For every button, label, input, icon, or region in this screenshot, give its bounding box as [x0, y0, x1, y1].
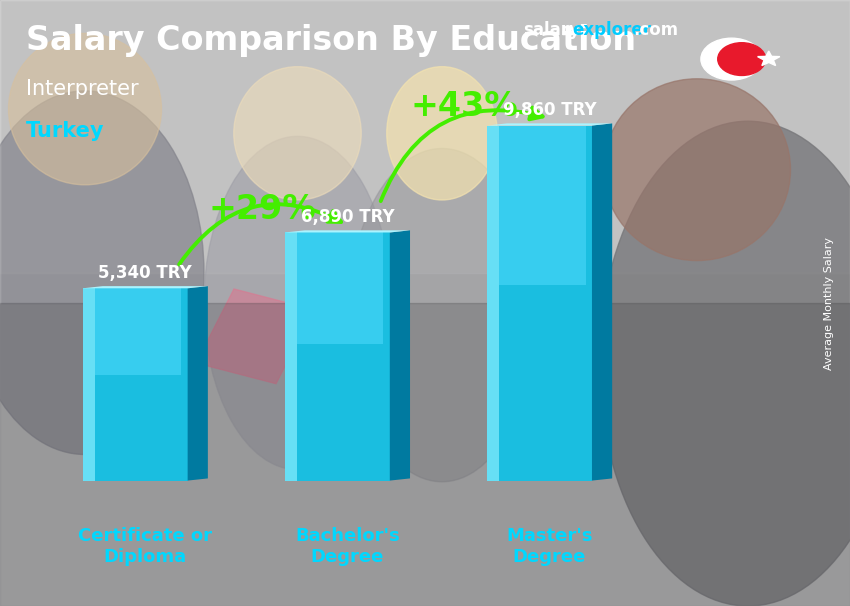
Polygon shape — [500, 125, 586, 285]
Polygon shape — [298, 233, 383, 344]
Bar — [196, 289, 314, 384]
Bar — [0, 303, 850, 606]
Polygon shape — [285, 233, 390, 481]
Text: 5,340 TRY: 5,340 TRY — [99, 264, 192, 282]
Ellipse shape — [8, 33, 162, 185]
Polygon shape — [285, 233, 297, 481]
Text: Average Monthly Salary: Average Monthly Salary — [824, 236, 834, 370]
Bar — [0, 0, 850, 273]
Polygon shape — [487, 125, 500, 481]
Polygon shape — [95, 288, 181, 375]
Ellipse shape — [599, 121, 850, 606]
Ellipse shape — [348, 148, 536, 482]
Polygon shape — [285, 230, 410, 233]
Text: salary: salary — [523, 21, 580, 39]
Text: Bachelor's
Degree: Bachelor's Degree — [295, 527, 400, 566]
Ellipse shape — [234, 67, 361, 200]
Text: Salary Comparison By Education: Salary Comparison By Education — [26, 24, 636, 57]
Text: +43%: +43% — [411, 90, 518, 123]
Polygon shape — [188, 286, 208, 481]
Text: +29%: +29% — [208, 193, 316, 225]
Text: .com: .com — [633, 21, 678, 39]
Text: Certificate or
Diploma: Certificate or Diploma — [78, 527, 212, 566]
Polygon shape — [487, 125, 592, 481]
Ellipse shape — [0, 91, 204, 454]
Text: Master's
Degree: Master's Degree — [507, 527, 592, 566]
Text: 6,890 TRY: 6,890 TRY — [301, 208, 394, 226]
Polygon shape — [757, 51, 780, 65]
Ellipse shape — [204, 136, 391, 470]
Text: Interpreter: Interpreter — [26, 79, 138, 99]
Circle shape — [701, 38, 762, 80]
Polygon shape — [82, 286, 208, 288]
Text: 9,860 TRY: 9,860 TRY — [502, 101, 597, 119]
Polygon shape — [82, 288, 188, 481]
Ellipse shape — [387, 67, 497, 200]
Circle shape — [717, 42, 766, 76]
Polygon shape — [390, 230, 410, 481]
Text: Turkey: Turkey — [26, 121, 104, 141]
Polygon shape — [487, 124, 612, 125]
Polygon shape — [82, 288, 95, 481]
Text: explorer: explorer — [572, 21, 651, 39]
Polygon shape — [592, 124, 612, 481]
Ellipse shape — [604, 79, 791, 261]
